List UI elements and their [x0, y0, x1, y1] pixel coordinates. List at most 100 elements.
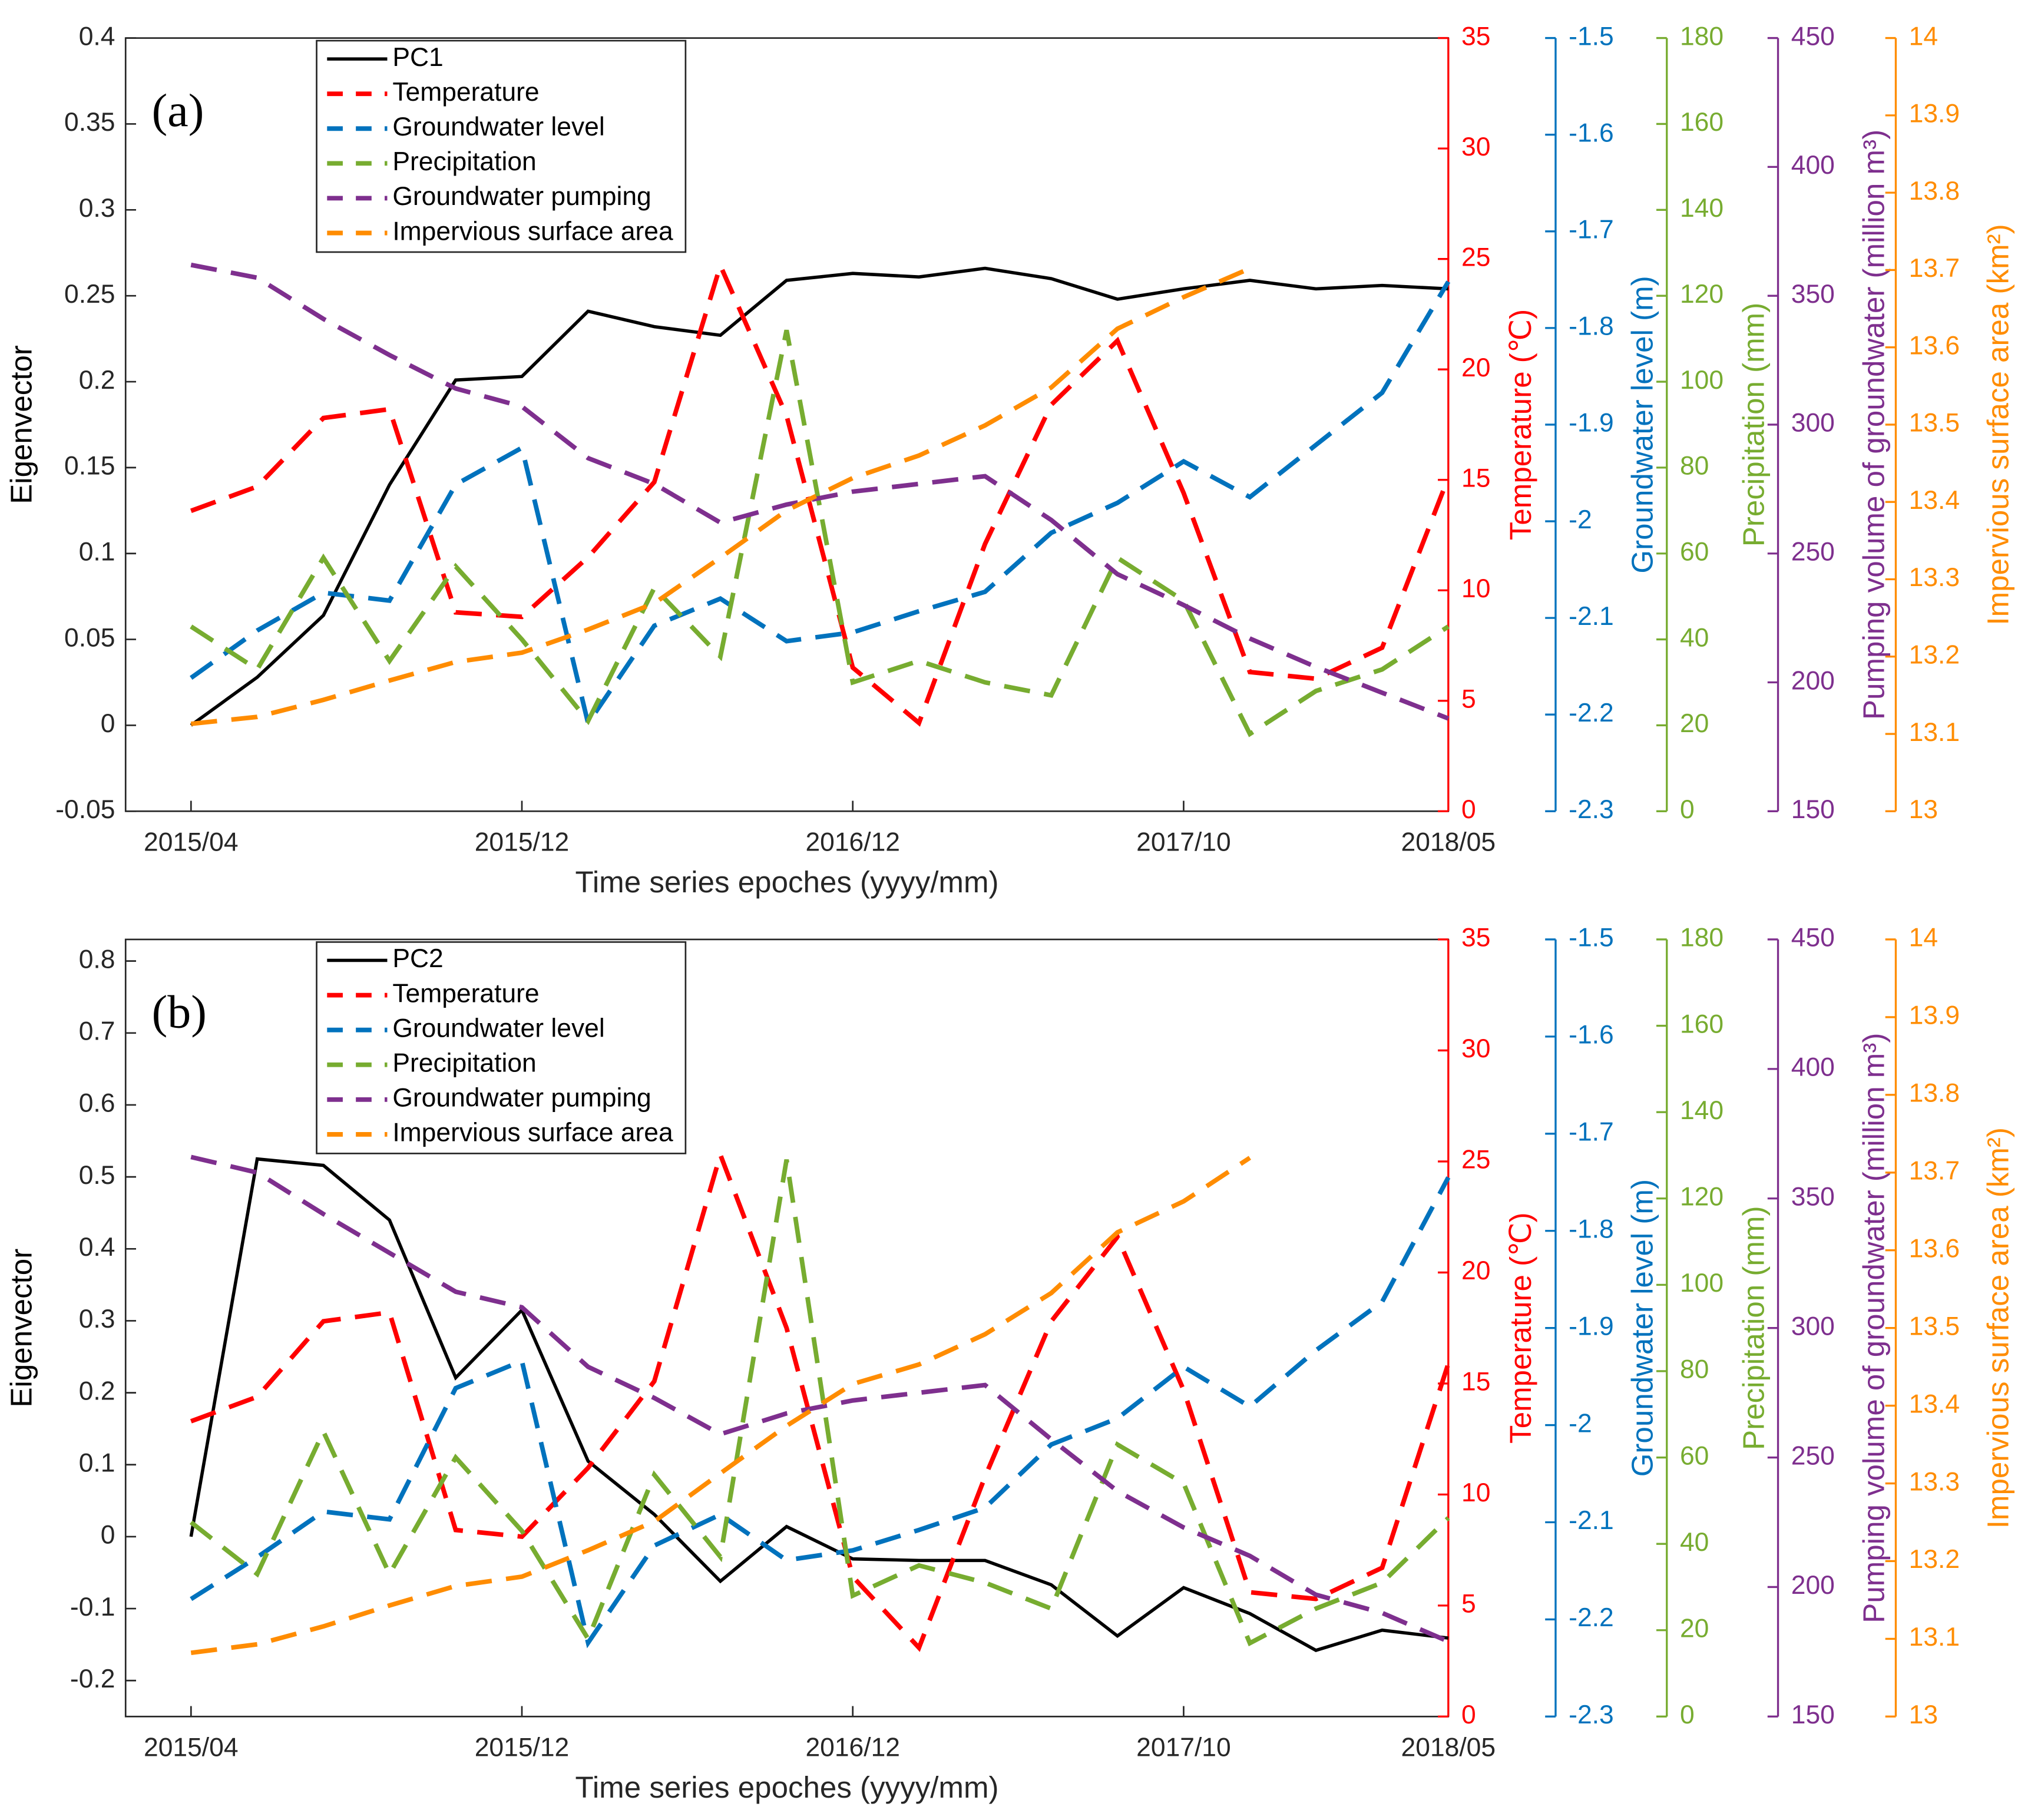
y-tick-label: 0.15 [64, 452, 115, 481]
y-tick-label: 250 [1791, 537, 1835, 566]
y-tick-label: 14 [1909, 22, 1938, 51]
y-tick-label: 0.4 [79, 1233, 115, 1262]
x-tick-label: 2018/05 [1401, 828, 1496, 857]
y-axis-label: Precipitation (mm) [1736, 1206, 1770, 1450]
y-tick-label: 13.9 [1909, 1001, 1960, 1030]
y-tick-label: 13.1 [1909, 1623, 1960, 1652]
y-tick-label: 13.4 [1909, 1389, 1960, 1418]
y-axis-label: Groundwater level (m) [1625, 276, 1659, 573]
y-tick-label: -2.2 [1569, 699, 1614, 727]
x-tick-label: 2015/12 [475, 828, 570, 857]
y-tick-label: 300 [1791, 409, 1835, 438]
legend-label: Groundwater level [392, 1014, 604, 1043]
y-tick-label: -2 [1569, 505, 1592, 534]
y-tick-label: 13.1 [1909, 718, 1960, 747]
y-tick-label: 0.4 [79, 22, 115, 51]
y-tick-label: -2.3 [1569, 795, 1614, 824]
legend-label: PC1 [392, 43, 443, 72]
y-tick-label: 0.2 [79, 366, 115, 395]
legend-label: Impervious surface area [392, 217, 673, 246]
y-tick-label: 0.5 [79, 1161, 115, 1190]
y-tick-label: 0.6 [79, 1089, 115, 1118]
y-tick-label: -1.5 [1569, 924, 1614, 952]
panel-label: (b) [152, 986, 207, 1038]
y-tick-label: 13.5 [1909, 1312, 1960, 1341]
series-line [190, 266, 1251, 726]
y-tick-label: 100 [1680, 1269, 1724, 1298]
y-tick-label: 450 [1791, 924, 1835, 952]
y-axis-label: Pumping volume of groundwater (million m… [1857, 1033, 1891, 1623]
legend-label: Precipitation [392, 1048, 536, 1077]
y-tick-label: 0.7 [79, 1017, 115, 1046]
y-tick-label: -2.1 [1569, 602, 1614, 631]
y-tick-label: 120 [1680, 1182, 1724, 1211]
series-line [190, 1156, 1252, 1656]
y-tick-label: 15 [1461, 464, 1490, 492]
series-line [190, 1176, 1451, 1649]
y-tick-label: -0.05 [55, 795, 115, 824]
y-tick-label: -0.2 [70, 1665, 115, 1693]
y-tick-label: 80 [1680, 1355, 1709, 1384]
y-tick-label: 0 [1680, 1700, 1695, 1729]
y-tick-label: 35 [1461, 22, 1490, 51]
y-tick-label: 15 [1461, 1368, 1490, 1397]
series-line [189, 1157, 1449, 1652]
x-tick-label: 2015/04 [144, 1733, 239, 1762]
y-tick-label: -2.3 [1569, 1700, 1614, 1729]
legend-box [316, 39, 687, 253]
y-tick-label: 400 [1791, 1053, 1835, 1082]
y-tick-label: 40 [1680, 1528, 1709, 1557]
x-tick-label: 2016/12 [805, 1733, 900, 1762]
y-axis-label: Pumping volume of groundwater (million m… [1857, 130, 1891, 720]
y-tick-label: 25 [1461, 243, 1490, 272]
y-tick-label: 150 [1791, 795, 1835, 824]
y-tick-label: 0 [1461, 1700, 1476, 1729]
y-tick-label: 13.2 [1909, 1545, 1960, 1574]
y-tick-label: 450 [1791, 22, 1835, 51]
y-tick-label: 180 [1680, 22, 1724, 51]
y-tick-label: 140 [1680, 1096, 1724, 1125]
legend-label: Temperature [392, 979, 539, 1008]
legend-label: Groundwater level [392, 112, 604, 141]
y-tick-label: 0 [1461, 795, 1476, 824]
y-tick-label: 0.3 [79, 194, 115, 223]
legend-box [316, 941, 687, 1154]
y-tick-label: -1.8 [1569, 312, 1614, 341]
y-axis-label: Impervious surface area (km²) [1982, 1127, 2015, 1528]
legend-label: Precipitation [392, 147, 536, 176]
y-tick-label: 13.3 [1909, 563, 1960, 592]
y-tick-label: -0.1 [70, 1593, 115, 1622]
y-axis-label: Eigenvector [4, 345, 38, 504]
y-tick-label: -1.5 [1569, 22, 1614, 51]
y-tick-label: 13 [1909, 1700, 1938, 1729]
y-tick-label: 13.5 [1909, 409, 1960, 438]
y-axis-label: Groundwater level (m) [1625, 1179, 1659, 1477]
series-line [190, 280, 1451, 729]
panel-label: (a) [152, 85, 204, 137]
y-tick-label: 160 [1680, 108, 1724, 137]
y-tick-label: 20 [1461, 1256, 1490, 1285]
y-axis-label: Temperature (℃) [1504, 1212, 1537, 1443]
y-tick-label: 13.8 [1909, 1079, 1960, 1108]
y-tick-label: 20 [1680, 1614, 1709, 1643]
y-tick-label: 250 [1791, 1441, 1835, 1470]
y-tick-label: 14 [1909, 924, 1938, 952]
y-tick-label: 13.6 [1909, 1234, 1960, 1263]
x-axis-label: Time series epoches (yyyy/mm) [575, 865, 999, 899]
y-axis-label: Precipitation (mm) [1736, 303, 1770, 547]
y-tick-label: -1.7 [1569, 216, 1614, 244]
y-tick-label: 13.7 [1909, 254, 1960, 283]
series-line [190, 1154, 1450, 1644]
y-tick-label: -1.9 [1569, 409, 1614, 438]
y-tick-label: 20 [1461, 353, 1490, 382]
y-tick-label: 0.1 [79, 1449, 115, 1478]
y-tick-label: 0.1 [79, 537, 115, 566]
y-tick-label: 13.4 [1909, 486, 1960, 515]
y-tick-label: 0.05 [64, 623, 115, 652]
y-tick-label: 30 [1461, 1034, 1490, 1063]
y-tick-label: 0.35 [64, 108, 115, 137]
y-tick-label: 35 [1461, 924, 1490, 952]
y-tick-label: 25 [1461, 1146, 1490, 1174]
